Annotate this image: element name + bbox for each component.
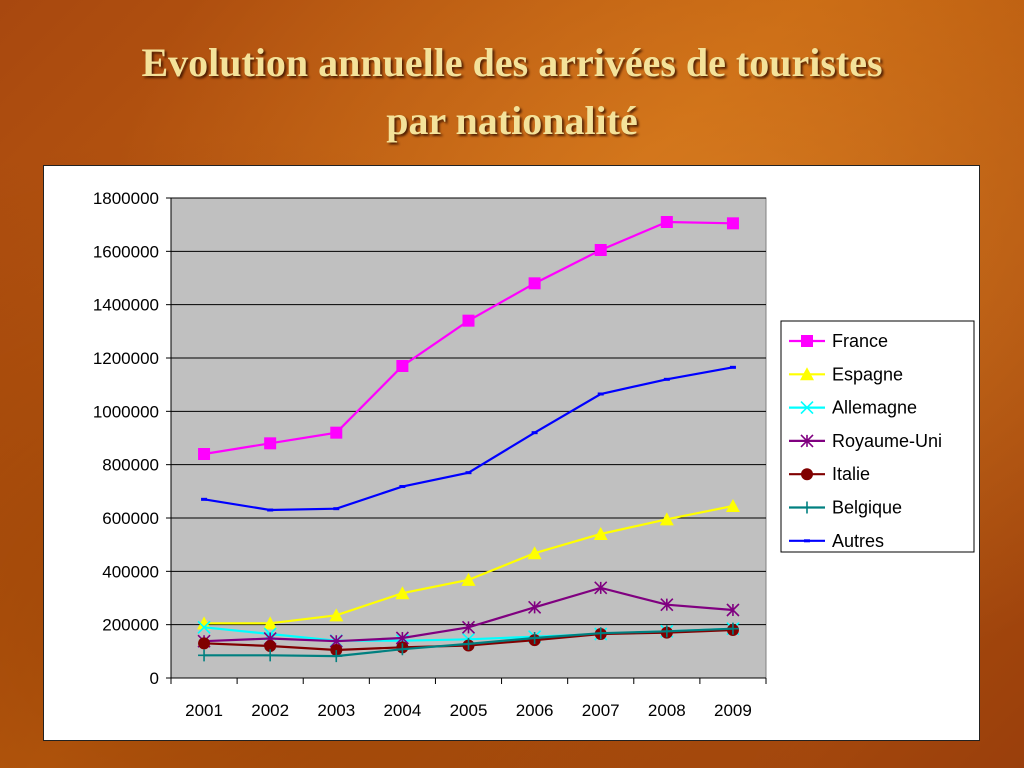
data-point-france	[660, 216, 673, 228]
y-tick-label: 0	[150, 669, 159, 688]
data-point-belgique	[594, 627, 607, 640]
legend-swatch-marker	[801, 335, 813, 347]
legend-label: Belgique	[832, 498, 902, 518]
data-point-royaume-uni	[528, 600, 542, 614]
data-point-espagne	[197, 616, 212, 630]
series-france	[198, 216, 739, 460]
data-point-royaume-uni	[660, 598, 674, 612]
x-tick-label: 2008	[648, 701, 686, 720]
x-tick-label: 2004	[383, 701, 421, 720]
legend-label: Espagne	[832, 364, 903, 384]
data-point-belgique	[198, 649, 211, 662]
series-autres	[201, 365, 736, 512]
line-chart: 0 200000 400000 600000 800000 1000000 1200000 1…	[93, 189, 975, 720]
chart-legend: France Espagne Allemagne Royaume-Uni Italie B…	[780, 320, 975, 553]
data-point-espagne	[329, 608, 344, 622]
legend-item-royaume-uni: Royaume-Uni	[789, 431, 942, 451]
y-tick-label: 800000	[102, 456, 159, 475]
y-tick-label: 1000000	[93, 402, 159, 421]
data-point-belgique	[330, 650, 343, 663]
data-point-france	[726, 217, 739, 230]
legend-item-espagne: Espagne	[789, 364, 903, 384]
legend-item-autres: Autres	[789, 531, 884, 551]
data-point-royaume-uni	[461, 620, 476, 634]
data-point-france	[330, 426, 343, 439]
data-point-france	[198, 448, 211, 460]
data-point-belgique	[396, 643, 409, 656]
data-point-france	[462, 314, 475, 327]
data-point-espagne	[593, 527, 608, 540]
data-point-france	[528, 277, 541, 290]
data-point-belgique	[726, 622, 739, 635]
data-point-espagne	[395, 586, 410, 600]
y-tick-label: 600000	[102, 509, 159, 528]
x-tick-label: 2003	[317, 701, 355, 720]
data-point-france	[396, 360, 409, 372]
data-point-royaume-uni	[726, 603, 740, 617]
y-axis-ticks: 0 200000 400000 600000 800000 1000000 1200000 1…	[93, 189, 171, 688]
legend-label: Italie	[832, 464, 870, 484]
data-point-belgique	[660, 625, 673, 638]
legend-box	[780, 320, 975, 553]
y-tick-label: 1200000	[93, 349, 159, 368]
data-point-espagne	[263, 616, 278, 630]
x-tick-label: 2009	[714, 701, 752, 720]
x-tick-label: 2006	[516, 701, 554, 720]
data-point-france	[594, 244, 607, 256]
legend-item-belgique: Belgique	[789, 498, 902, 518]
series-espagne	[197, 499, 740, 630]
data-point-espagne	[659, 512, 674, 526]
data-point-belgique	[528, 632, 541, 644]
chart-frame: 0 200000 400000 600000 800000 1000000 1200000 1…	[43, 165, 980, 741]
data-point-espagne	[527, 546, 542, 560]
x-tick-label: 2005	[450, 701, 488, 720]
legend-item-france: France	[789, 331, 888, 351]
title-line-1: Evolution annuelle des arrivées de touri…	[141, 40, 883, 85]
legend-label: Autres	[832, 531, 884, 551]
x-tick-label: 2007	[582, 701, 620, 720]
data-point-italie	[330, 644, 343, 656]
data-point-belgique	[264, 649, 277, 662]
y-tick-label: 400000	[102, 562, 159, 581]
x-tick-label: 2002	[251, 701, 289, 720]
legend-swatch-marker	[800, 434, 814, 448]
y-tick-label: 1800000	[93, 189, 159, 208]
data-point-france	[264, 437, 277, 450]
data-point-espagne	[461, 572, 476, 586]
y-tick-label: 200000	[102, 616, 159, 635]
data-point-royaume-uni	[594, 581, 608, 595]
data-point-allemagne	[197, 620, 211, 634]
data-point-italie	[198, 637, 211, 650]
legend-label: Royaume-Uni	[832, 431, 942, 451]
legend-label: France	[832, 331, 888, 351]
series-belgique	[198, 622, 739, 663]
data-point-belgique	[462, 637, 475, 650]
legend-swatch-marker	[801, 468, 813, 481]
title-line-2: par nationalité	[386, 98, 638, 143]
legend-swatch-marker	[801, 501, 813, 514]
legend-label: Allemagne	[832, 398, 917, 418]
legend-swatch-marker	[800, 401, 814, 415]
data-point-espagne	[725, 499, 740, 512]
y-tick-label: 1400000	[93, 296, 159, 315]
data-point-italie	[264, 640, 277, 652]
legend-item-italie: Italie	[789, 464, 870, 484]
slide-title: Evolution annuelle des arrivées de touri…	[0, 34, 1024, 150]
x-axis-ticks: 2001 2002 2003 2004 2005 2006 2007 2008 2009	[170, 678, 767, 720]
legend-item-allemagne: Allemagne	[789, 398, 917, 418]
legend-swatch-marker	[800, 367, 814, 381]
y-tick-label: 1600000	[93, 242, 159, 261]
x-tick-label: 2001	[185, 701, 223, 720]
